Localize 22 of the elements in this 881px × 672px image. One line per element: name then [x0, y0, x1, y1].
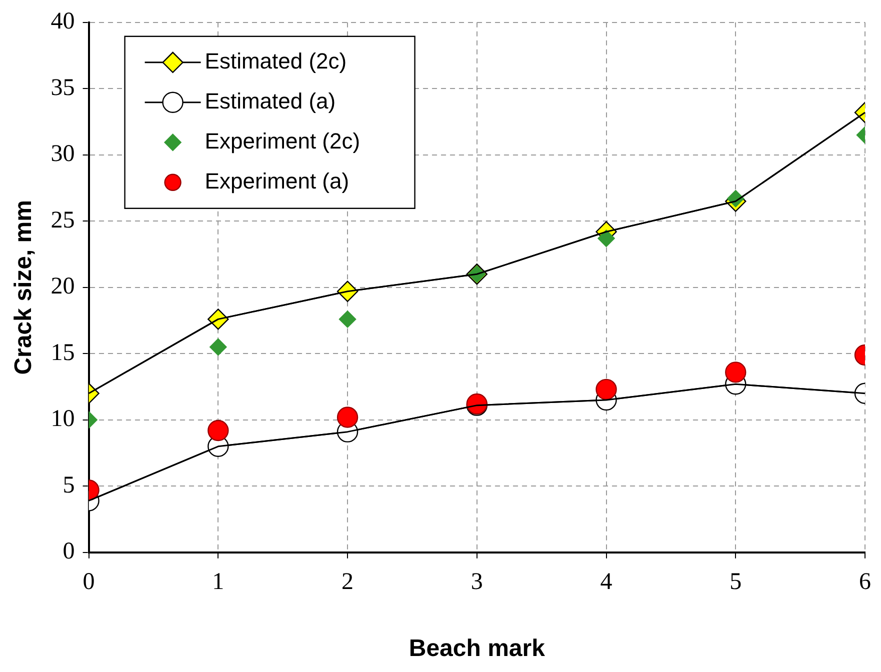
legend-label: Experiment (2c)	[204, 128, 360, 154]
y-tick-label: 25	[50, 207, 75, 234]
y-tick-label: 5	[62, 472, 75, 498]
y-tick-label: 10	[50, 406, 75, 432]
x-tick-label: 1	[212, 569, 224, 596]
x-tick-label: 6	[859, 569, 871, 596]
legend-label: Experiment (a)	[204, 168, 350, 194]
legend-label: Estimated (2c)	[204, 48, 347, 74]
x-tick-label: 0	[82, 569, 95, 596]
x-tick-label: 4	[600, 569, 612, 596]
x-axis-title: Beach mark	[408, 635, 546, 662]
x-tick-label: 3	[470, 569, 483, 596]
y-axis-title: Crack size, mm	[10, 200, 38, 375]
y-tick-label: 30	[50, 141, 75, 168]
y-tick-label: 0	[62, 538, 75, 565]
x-tick-label: 5	[730, 569, 742, 596]
y-tick-label: 20	[50, 274, 75, 300]
y-tick-label: 35	[50, 74, 75, 101]
y-tick-label: 40	[50, 8, 75, 35]
y-tick-label: 15	[50, 340, 75, 366]
legend-label: Estimated (a)	[204, 88, 336, 114]
x-tick-label: 2	[342, 569, 354, 596]
